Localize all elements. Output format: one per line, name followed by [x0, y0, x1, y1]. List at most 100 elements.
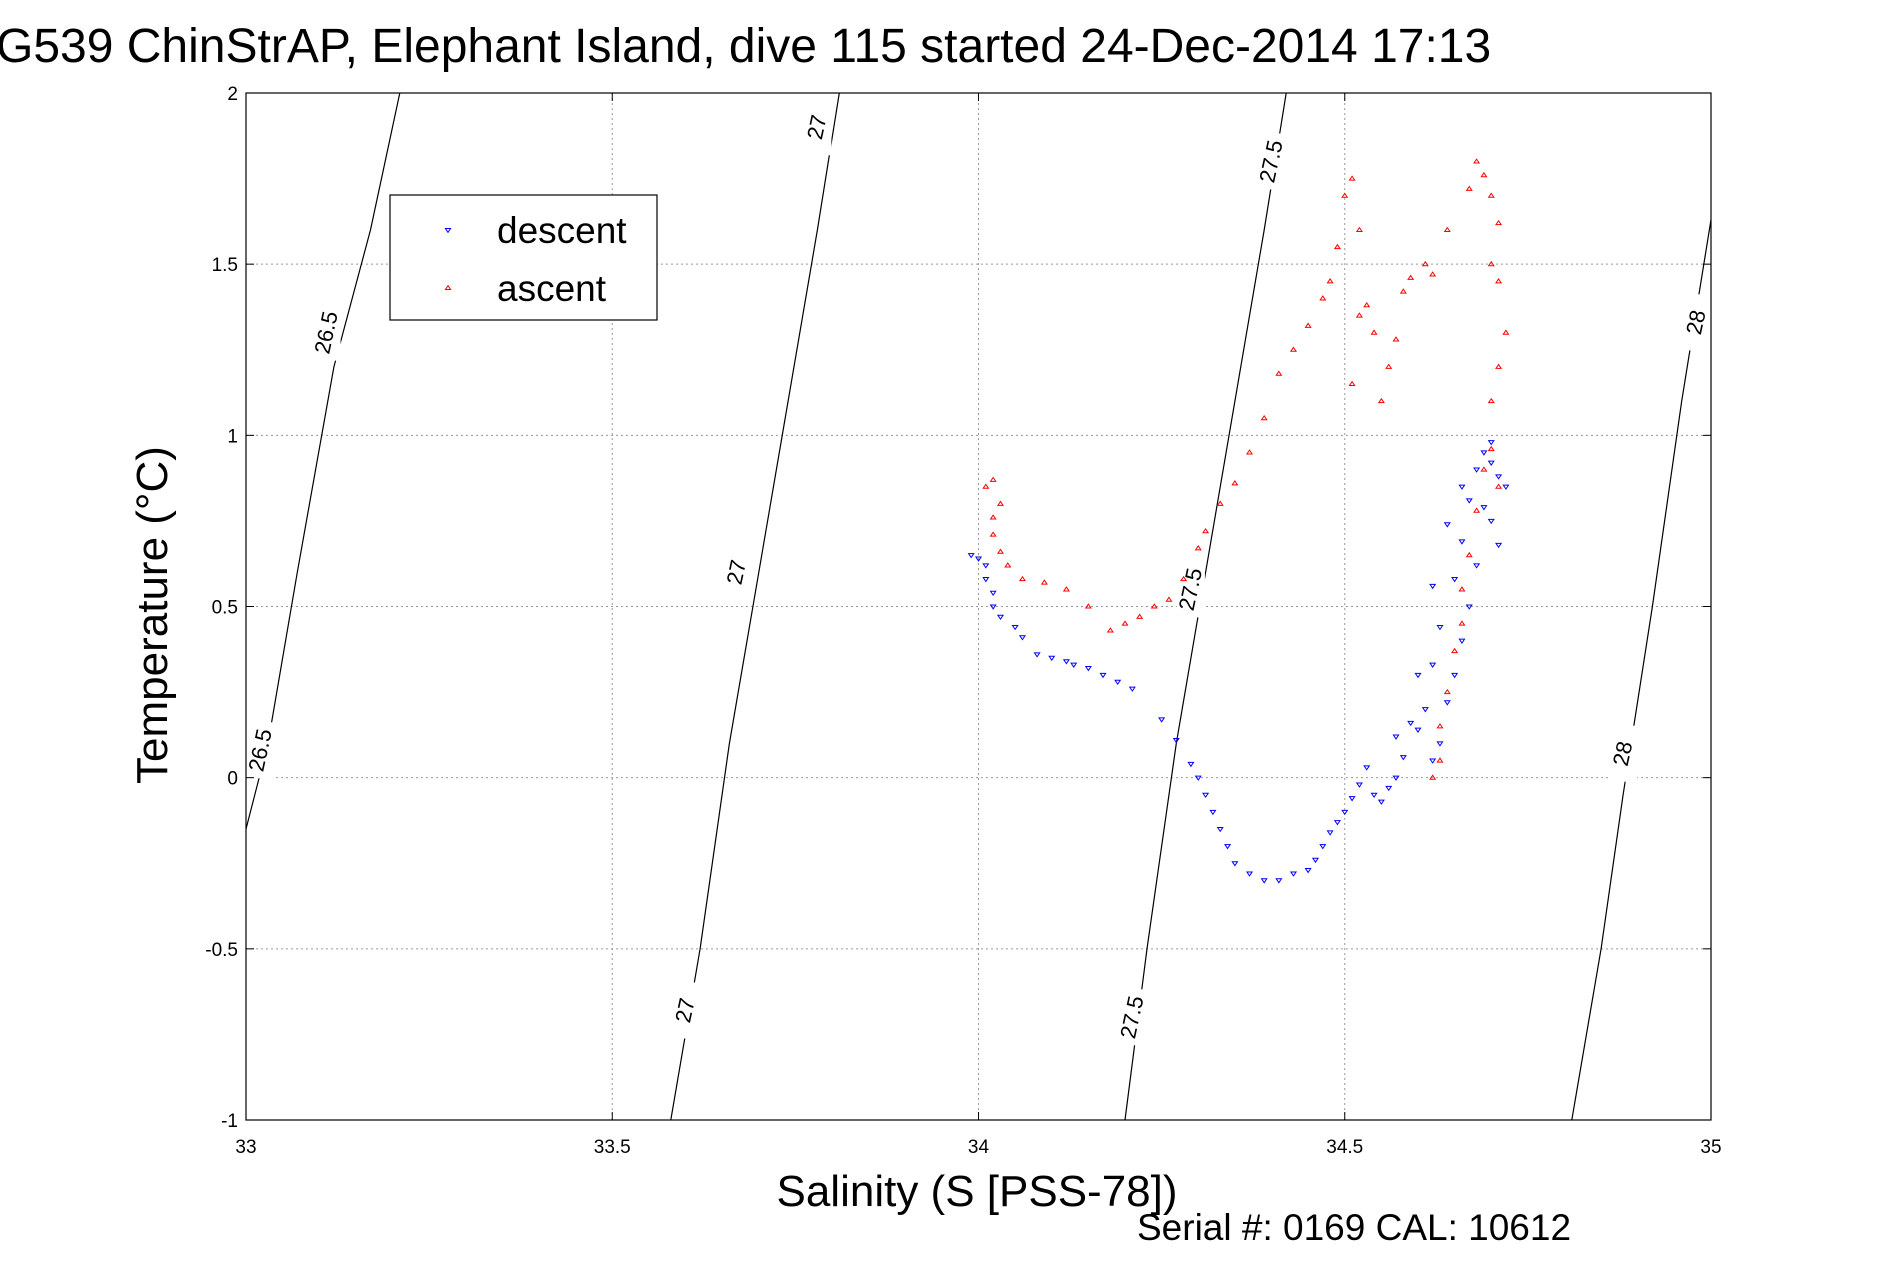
- ascent-point: [1084, 603, 1092, 609]
- legend-marker-descent: [444, 227, 452, 234]
- ascent-point: [1370, 329, 1378, 335]
- descent-point: [1473, 563, 1481, 569]
- ascent-point: [1429, 774, 1437, 780]
- descent-point: [1458, 638, 1466, 644]
- ascent-series: [982, 158, 1510, 780]
- ascent-point: [1275, 370, 1283, 376]
- ascent-point: [1487, 192, 1495, 198]
- descent-point: [1443, 522, 1451, 528]
- isopycnal-label-bg: [246, 722, 275, 779]
- descent-point: [1319, 844, 1327, 850]
- ascent-point: [1040, 579, 1048, 585]
- descent-point: [1341, 809, 1349, 816]
- descent-point: [1429, 583, 1437, 590]
- ascent-point: [1245, 449, 1254, 455]
- ascent-point: [1487, 260, 1495, 267]
- y-tick-label: -1: [221, 1111, 238, 1132]
- ascent-point: [1355, 226, 1363, 232]
- descent-point: [1414, 727, 1422, 733]
- x-tick-label: 35: [1700, 1137, 1721, 1158]
- ascent-point: [989, 476, 997, 482]
- ascent-point: [996, 500, 1005, 506]
- ascent-point: [1495, 278, 1503, 284]
- ascent-point: [1465, 551, 1473, 558]
- ascent-point: [1216, 500, 1224, 506]
- ascent-point: [1458, 620, 1466, 626]
- ascent-point: [1202, 527, 1210, 534]
- descent-point: [1311, 857, 1319, 864]
- legend-box: [389, 194, 658, 321]
- descent-point: [1128, 686, 1136, 692]
- ascent-point: [1363, 302, 1371, 308]
- isopycnal-label-bg: [803, 99, 832, 156]
- descent-point: [1084, 666, 1092, 672]
- ascent-point: [1473, 507, 1481, 513]
- isopycnal-label: 28: [1608, 739, 1638, 768]
- descent-point: [1495, 474, 1503, 480]
- descent-point: [1260, 878, 1268, 884]
- descent-point: [1451, 672, 1459, 679]
- ascent-point: [1326, 278, 1334, 284]
- descent-point: [1245, 871, 1254, 877]
- ascent-point: [1341, 192, 1349, 198]
- y-tick-label: -0.5: [205, 940, 238, 961]
- isopycnal-label: 28: [1681, 308, 1711, 337]
- isopycnal-line: [1124, 93, 1287, 1120]
- x-tick-label: 33: [235, 1137, 256, 1158]
- ascent-point: [1355, 312, 1363, 318]
- ascent-point: [996, 548, 1005, 554]
- legend-label-ascent: ascent: [497, 268, 607, 309]
- ascent-point: [1319, 295, 1327, 301]
- ascent-point: [1106, 627, 1114, 633]
- ascent-point: [1502, 329, 1510, 335]
- descent-point: [1011, 624, 1019, 631]
- ascent-point: [1377, 397, 1385, 404]
- ascent-point: [1495, 363, 1503, 369]
- ascent-point: [1150, 603, 1158, 609]
- descent-point: [1099, 672, 1107, 679]
- ascent-point: [1487, 397, 1495, 404]
- ascent-point: [1443, 688, 1451, 695]
- descent-point: [989, 604, 997, 610]
- ascent-point: [1436, 723, 1444, 729]
- descent-point: [1355, 782, 1363, 788]
- descent-point: [1333, 820, 1341, 826]
- ascent-point: [1136, 613, 1144, 619]
- descent-point: [1480, 450, 1488, 456]
- x-tick-label: 34: [968, 1137, 990, 1158]
- ascent-point: [1480, 466, 1488, 472]
- ascent-point: [1495, 219, 1503, 226]
- ascent-point: [1304, 322, 1312, 328]
- ascent-point: [989, 514, 997, 520]
- y-tick-label: 2: [227, 84, 238, 105]
- descent-point: [1231, 861, 1239, 867]
- descent-point: [1487, 518, 1495, 525]
- descent-point: [1443, 700, 1451, 706]
- descent-point: [982, 577, 990, 583]
- descent-point: [967, 553, 975, 559]
- legend: descent ascent: [389, 194, 658, 321]
- descent-point: [1502, 484, 1510, 490]
- ascent-point: [1289, 346, 1298, 352]
- ascent-point: [1333, 243, 1341, 250]
- isopycnal-label: 27: [802, 113, 832, 142]
- ascent-point: [1392, 336, 1400, 342]
- descent-point: [1062, 659, 1070, 665]
- descent-point: [1048, 655, 1056, 662]
- descent-point: [1465, 604, 1473, 610]
- ascent-point: [1473, 158, 1481, 164]
- ascent-point: [1004, 562, 1012, 568]
- ascent-point: [1231, 480, 1239, 486]
- y-tick-label: 0: [227, 769, 238, 790]
- ascent-point: [1260, 414, 1268, 421]
- ascent-point: [1121, 620, 1129, 626]
- y-tick-label: 1: [227, 426, 238, 447]
- descent-series: [967, 440, 1510, 884]
- ascent-point: [1429, 271, 1437, 277]
- descent-point: [1392, 734, 1400, 740]
- x-axis-label: Salinity (S [PSS-78]): [776, 1167, 1177, 1216]
- descent-point: [1436, 741, 1444, 747]
- descent-point: [1414, 672, 1422, 679]
- descent-point: [1392, 775, 1400, 781]
- descent-point: [1114, 679, 1122, 686]
